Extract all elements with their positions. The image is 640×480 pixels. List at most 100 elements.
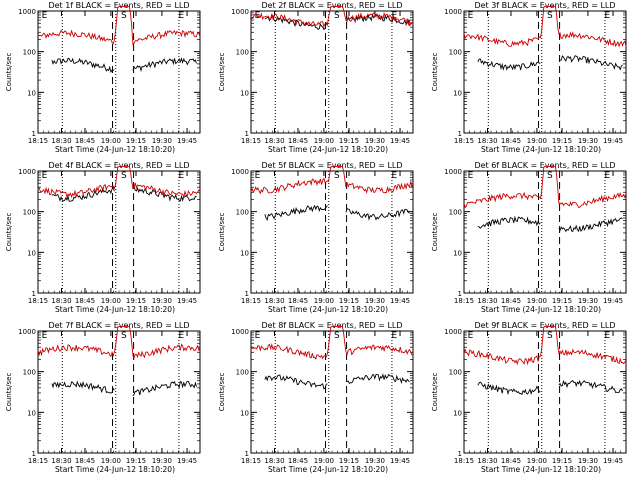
y-tick-label: 1000: [444, 168, 462, 176]
y-axis-label: Counts/sec: [5, 53, 13, 92]
y-tick-label: 100: [23, 209, 36, 217]
interval-marker-s: S: [547, 171, 553, 181]
series-lld-line: [250, 5, 414, 29]
y-tick-label: 1: [245, 290, 249, 298]
chart-title: Det 4f BLACK = Events, RED = LLD: [48, 161, 189, 170]
series-lld-line: [463, 325, 627, 366]
series-events-line: [477, 215, 623, 233]
x-tick-label: 19:00: [101, 137, 121, 145]
interval-marker-e: E: [255, 171, 261, 181]
y-tick-label: 1000: [444, 328, 462, 336]
x-tick-label: 19:15: [126, 137, 146, 145]
x-tick-label: 18:30: [477, 457, 497, 465]
y-tick-label: 100: [449, 49, 462, 57]
x-tick-label: 18:15: [28, 137, 48, 145]
interval-marker-s: S: [334, 11, 340, 21]
x-axis-label: Start Time (24-Jun-12 18:10:20): [268, 465, 388, 474]
x-tick-label: 19:30: [578, 137, 598, 145]
chart-panel-2: Det 2f BLACK = Events, RED = LLD 1 10 100 10…: [218, 1, 414, 154]
y-tick-label: 1000: [231, 8, 249, 16]
series-events-line: [477, 55, 623, 71]
series-events-line: [264, 204, 410, 221]
chart-panel-1: Det 1f BLACK = Events, RED = LLD 1 10 100 10…: [5, 1, 201, 154]
y-tick-label: 10: [453, 89, 462, 97]
interval-marker-e: E: [392, 11, 398, 21]
interval-marker-e: E: [468, 171, 474, 181]
y-tick-label: 100: [23, 369, 36, 377]
x-tick-label: 19:00: [101, 457, 121, 465]
x-tick-label: 19:30: [152, 297, 172, 305]
chart-title: Det 3f BLACK = Events, RED = LLD: [474, 1, 615, 10]
chart-panel-4: Det 4f BLACK = Events, RED = LLD 1 10 100 10…: [5, 161, 201, 314]
x-tick-label: 19:30: [578, 457, 598, 465]
y-tick-label: 100: [236, 369, 249, 377]
series-events-line: [51, 57, 197, 73]
y-tick-label: 10: [27, 89, 36, 97]
chart-panel-8: Det 8f BLACK = Events, RED = LLD 1 10 100 10…: [218, 321, 414, 474]
interval-marker-s: S: [121, 11, 127, 21]
y-tick-label: 10: [27, 409, 36, 417]
chart-title: Det 8f BLACK = Events, RED = LLD: [261, 321, 402, 330]
x-tick-label: 18:45: [75, 457, 95, 465]
y-tick-label: 1: [245, 130, 249, 138]
y-tick-label: 10: [27, 249, 36, 257]
y-tick-label: 10: [240, 409, 249, 417]
series-lld-line: [37, 325, 201, 360]
x-tick-label: 18:30: [51, 457, 71, 465]
x-tick-label: 19:45: [177, 137, 197, 145]
chart-panel-3: Det 3f BLACK = Events, RED = LLD 1 10 100 10…: [431, 1, 627, 154]
y-tick-label: 1: [458, 450, 462, 458]
x-tick-label: 18:45: [501, 457, 521, 465]
y-axis-label: Counts/sec: [431, 213, 439, 252]
x-tick-label: 18:45: [288, 457, 308, 465]
x-tick-label: 18:15: [241, 297, 261, 305]
interval-marker-e: E: [468, 331, 474, 341]
interval-marker-e: E: [179, 11, 185, 21]
interval-marker-e: E: [42, 171, 48, 181]
x-axis-label: Start Time (24-Jun-12 18:10:20): [481, 145, 601, 154]
series-lld-line: [250, 325, 414, 360]
x-tick-label: 19:30: [365, 137, 385, 145]
series-events-line: [51, 185, 197, 203]
x-tick-label: 19:00: [527, 297, 547, 305]
y-tick-label: 1: [32, 130, 36, 138]
chart-title: Det 1f BLACK = Events, RED = LLD: [48, 1, 189, 10]
x-tick-label: 19:15: [126, 297, 146, 305]
x-tick-label: 18:15: [454, 457, 474, 465]
interval-marker-e: E: [392, 171, 398, 181]
y-tick-label: 10: [240, 89, 249, 97]
y-tick-label: 1: [458, 290, 462, 298]
x-tick-label: 19:45: [390, 137, 410, 145]
x-tick-label: 18:45: [288, 297, 308, 305]
x-tick-label: 19:15: [126, 457, 146, 465]
x-tick-label: 19:45: [177, 457, 197, 465]
x-tick-label: 18:30: [264, 297, 284, 305]
interval-marker-e: E: [605, 11, 611, 21]
y-tick-label: 100: [236, 209, 249, 217]
y-tick-label: 10: [453, 409, 462, 417]
interval-marker-e: E: [42, 331, 48, 341]
interval-marker-e: E: [42, 11, 48, 21]
x-tick-label: 18:30: [477, 297, 497, 305]
interval-marker-s: S: [334, 331, 340, 341]
x-tick-label: 19:00: [314, 297, 334, 305]
x-tick-label: 18:30: [51, 297, 71, 305]
x-tick-label: 19:00: [101, 297, 121, 305]
interval-marker-e: E: [605, 171, 611, 181]
x-axis-label: Start Time (24-Jun-12 18:10:20): [481, 305, 601, 314]
x-tick-label: 19:15: [339, 137, 359, 145]
chart-panel-9: Det 9f BLACK = Events, RED = LLD 1 10 100 10…: [431, 321, 627, 474]
interval-marker-s: S: [547, 331, 553, 341]
x-axis-label: Start Time (24-Jun-12 18:10:20): [268, 145, 388, 154]
chart-title: Det 6f BLACK = Events, RED = LLD: [474, 161, 615, 170]
x-axis-label: Start Time (24-Jun-12 18:10:20): [55, 305, 175, 314]
x-tick-label: 19:15: [552, 137, 572, 145]
y-tick-label: 1000: [18, 168, 36, 176]
x-tick-label: 18:15: [28, 457, 48, 465]
x-tick-label: 18:15: [454, 297, 474, 305]
y-tick-label: 1000: [231, 328, 249, 336]
x-tick-label: 18:15: [241, 137, 261, 145]
y-tick-label: 1: [32, 290, 36, 298]
x-tick-label: 19:15: [552, 457, 572, 465]
y-tick-label: 1000: [231, 168, 249, 176]
